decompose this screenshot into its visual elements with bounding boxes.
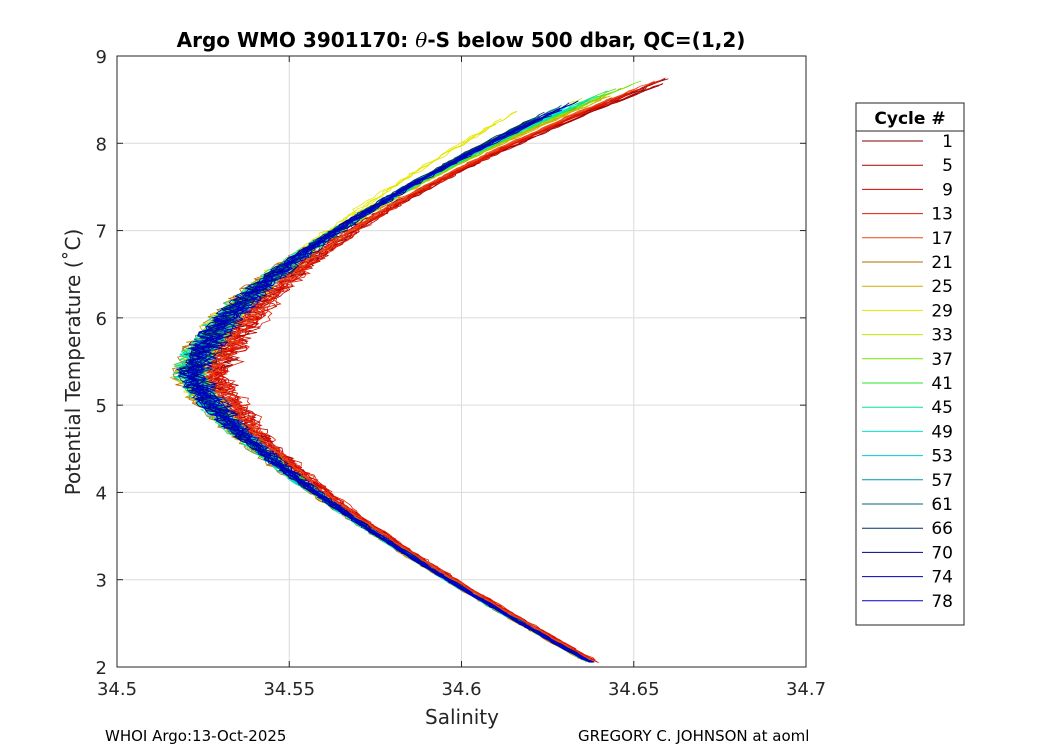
legend-label-66: 66 <box>931 519 953 539</box>
legend-label-13: 13 <box>931 205 953 225</box>
x-tick-label: 34.55 <box>263 679 315 700</box>
legend-label-9: 9 <box>942 180 953 200</box>
legend-label-53: 53 <box>931 447 953 467</box>
legend-label-78: 78 <box>931 592 953 612</box>
legend-box <box>855 102 965 626</box>
legend-title: Cycle # <box>874 109 945 129</box>
x-tick-label: 34.6 <box>441 679 481 700</box>
legend-label-29: 29 <box>931 301 953 321</box>
x-tick-label: 34.7 <box>786 679 826 700</box>
y-tick-label: 6 <box>96 309 107 330</box>
profile-line-cycle-78 <box>187 115 592 663</box>
x-tick-label: 34.65 <box>608 679 660 700</box>
legend-label-17: 17 <box>931 229 953 249</box>
legend-label-41: 41 <box>931 374 953 394</box>
legend-label-74: 74 <box>931 568 953 588</box>
x-tick-label: 34.5 <box>97 679 137 700</box>
footer-right: GREGORY C. JOHNSON at aoml <box>578 727 809 745</box>
legend-label-5: 5 <box>942 156 953 176</box>
legend-label-57: 57 <box>931 471 953 491</box>
y-tick-label: 5 <box>96 396 107 417</box>
y-tick-label: 8 <box>96 134 107 155</box>
x-axis-label: Salinity <box>425 705 499 729</box>
profile-lines <box>169 77 669 663</box>
legend-label-33: 33 <box>931 326 953 346</box>
y-tick-label: 2 <box>96 658 107 679</box>
legend-label-21: 21 <box>931 253 953 273</box>
legend-label-25: 25 <box>931 277 953 297</box>
profile-line-cycle-78 <box>187 113 588 660</box>
y-tick-label: 3 <box>96 571 107 592</box>
chart-title: Argo WMO 3901170: θ-S below 500 dbar, QC… <box>177 28 746 52</box>
legend: Cycle # 1 5 9 13 17 21 25 29 33 37 41 45 49 53 57 61 66 70… <box>855 102 965 626</box>
legend-label-37: 37 <box>931 350 953 370</box>
y-tick-label: 7 <box>96 222 107 243</box>
y-axis-label: Potential Temperature (˚C) <box>61 229 85 496</box>
legend-label-61: 61 <box>931 495 953 515</box>
profile-line-cycle-13 <box>211 91 632 661</box>
legend-label-45: 45 <box>931 398 953 418</box>
y-tick-label: 4 <box>96 483 107 504</box>
y-tick-label: 9 <box>96 47 107 68</box>
legend-label-49: 49 <box>931 422 953 442</box>
footer-left: WHOI Argo:13-Oct-2025 <box>105 727 286 745</box>
legend-label-70: 70 <box>931 543 953 563</box>
legend-label-1: 1 <box>942 132 953 152</box>
plot-area: 34.5 34.55 34.6 34.65 34.7 2 3 4 5 6 7 8 9 <box>96 47 826 700</box>
